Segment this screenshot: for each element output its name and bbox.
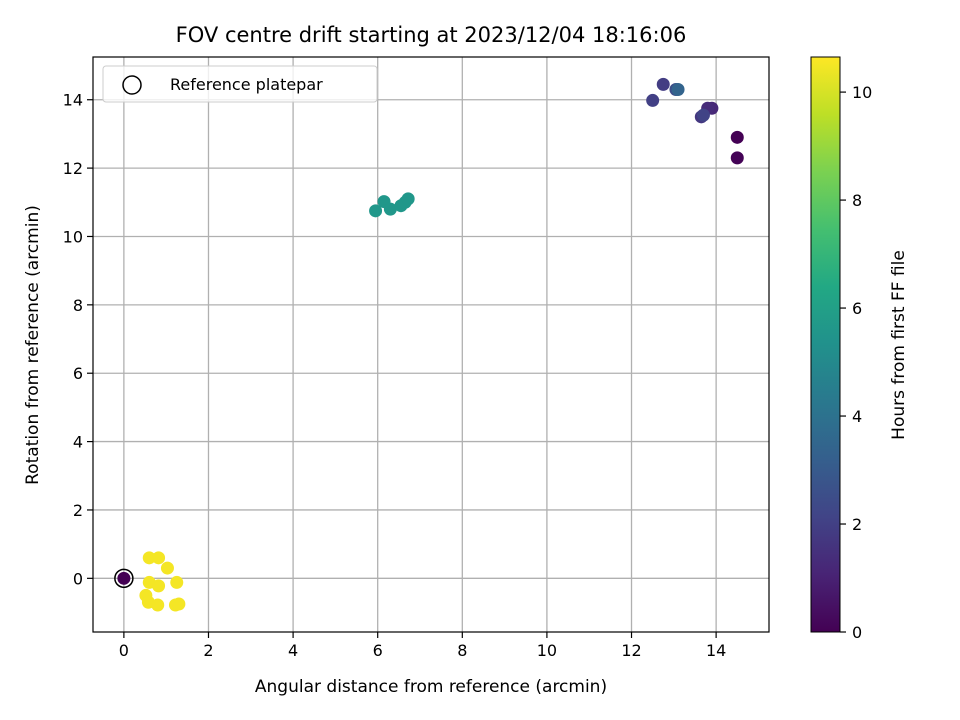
colorbar-gradient <box>810 56 841 633</box>
y-tick-label: 10 <box>63 227 83 246</box>
grid <box>93 57 769 632</box>
chart-title: FOV centre drift starting at 2023/12/04 … <box>176 23 687 47</box>
legend: Reference platepar <box>102 65 378 103</box>
legend-reference-label: Reference platepar <box>170 75 323 94</box>
x-tick-label: 12 <box>621 641 641 660</box>
colorbar-tick-label: 6 <box>852 299 862 318</box>
colorbar-tick-label: 0 <box>852 623 862 642</box>
data-point <box>369 204 383 218</box>
y-axis-label: Rotation from reference (arcmin) <box>23 205 43 485</box>
y-tick-label: 2 <box>73 501 83 520</box>
y-tick-label: 14 <box>63 91 83 110</box>
colorbar-ticks: 0 2 4 6 8 10 <box>840 83 872 642</box>
y-tick-label: 4 <box>73 433 83 452</box>
x-tick-label: 10 <box>537 641 557 660</box>
y-tick-label: 6 <box>73 364 83 383</box>
x-axis-ticks: 0 2 4 6 8 10 12 14 <box>119 632 726 660</box>
x-tick-label: 8 <box>457 641 467 660</box>
legend-box <box>102 65 378 103</box>
data-point <box>117 571 131 585</box>
x-tick-label: 2 <box>203 641 213 660</box>
data-point <box>170 575 184 589</box>
colorbar-tick-label: 2 <box>852 515 862 534</box>
y-tick-label: 8 <box>73 296 83 315</box>
plot-frame <box>92 56 770 633</box>
data-point <box>142 551 156 565</box>
data-point <box>656 77 670 91</box>
data-point <box>671 82 685 96</box>
x-axis-label: Angular distance from reference (arcmin) <box>255 677 607 697</box>
colorbar-tick-label: 8 <box>852 191 862 210</box>
colorbar-label: Hours from first FF file <box>889 250 909 440</box>
data-point <box>696 108 710 122</box>
x-tick-label: 6 <box>373 641 383 660</box>
data-point <box>151 598 165 612</box>
y-axis-ticks: 0 2 4 6 8 10 12 14 <box>63 91 93 588</box>
data-point <box>730 151 744 165</box>
data-point <box>152 579 166 593</box>
data-point <box>646 93 660 107</box>
colorbar-tick-label: 4 <box>852 407 862 426</box>
data-points <box>114 77 744 612</box>
legend-reference-marker <box>122 75 142 95</box>
y-tick-label: 0 <box>73 569 83 588</box>
colorbar-tick-label: 10 <box>852 83 872 102</box>
y-tick-label: 12 <box>63 159 83 178</box>
colorbar: 0 2 4 6 8 10 Hours from first FF file <box>810 56 909 642</box>
data-point <box>172 597 186 611</box>
data-point <box>152 551 166 565</box>
reference-marker <box>114 568 134 589</box>
x-tick-label: 14 <box>706 641 726 660</box>
data-point <box>160 561 174 575</box>
x-tick-label: 4 <box>288 641 298 660</box>
data-point <box>383 202 397 216</box>
x-tick-label: 0 <box>119 641 129 660</box>
data-point <box>730 130 744 144</box>
data-point <box>401 192 415 206</box>
